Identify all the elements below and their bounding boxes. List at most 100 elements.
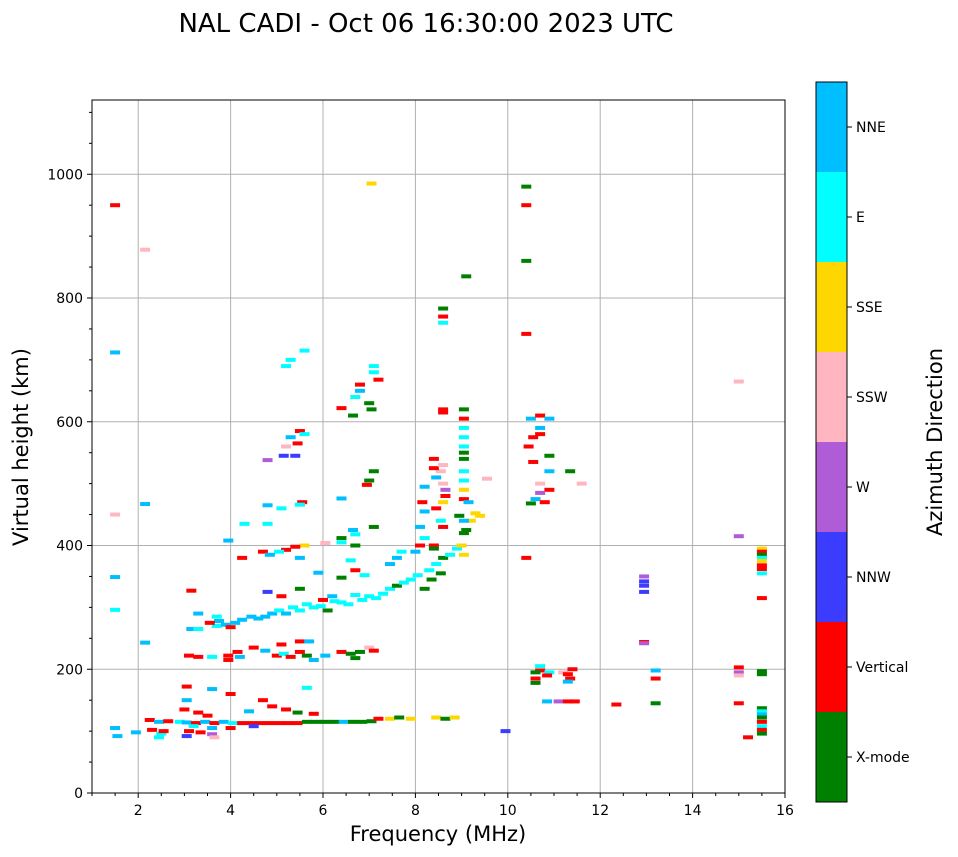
data-point <box>458 444 469 449</box>
x-axis-ticks: 2 4 6 8 10 12 14 16 <box>91 793 794 819</box>
data-point <box>179 707 190 712</box>
data-point <box>336 600 347 605</box>
data-point <box>223 653 234 658</box>
data-point <box>756 596 767 601</box>
data-point <box>458 497 469 502</box>
data-point <box>458 407 469 412</box>
data-point <box>260 648 271 653</box>
data-point <box>438 555 449 560</box>
data-point <box>384 562 395 567</box>
data-point <box>248 724 259 729</box>
data-point <box>350 395 361 399</box>
data-point <box>576 481 587 486</box>
data-point <box>535 490 546 495</box>
data-point <box>299 432 310 437</box>
colorbar-category-label: SSE <box>856 300 883 316</box>
data-point <box>218 719 229 724</box>
data-point <box>544 453 555 458</box>
data-point <box>475 513 486 518</box>
colorbar-segment <box>816 352 847 442</box>
data-point <box>756 571 767 576</box>
data-point <box>650 668 661 673</box>
data-point <box>465 518 476 523</box>
data-point <box>419 484 430 489</box>
data-point <box>569 699 580 704</box>
data-point <box>220 622 231 627</box>
colorbar-segment <box>816 172 847 262</box>
data-point <box>384 586 395 591</box>
data-point <box>756 563 767 568</box>
x-tick-label: 10 <box>499 803 517 819</box>
data-point <box>257 549 268 554</box>
data-point <box>227 721 238 726</box>
data-point <box>281 444 292 449</box>
data-point <box>756 709 767 714</box>
data-point <box>274 549 285 554</box>
plot-area-frame <box>91 99 786 794</box>
data-point <box>650 701 661 706</box>
data-point <box>357 719 368 724</box>
colorbar-category-label: E <box>856 210 865 226</box>
data-point <box>294 555 305 560</box>
data-point <box>110 512 121 517</box>
data-point <box>348 719 359 724</box>
data-point <box>368 648 379 653</box>
data-point <box>431 715 442 720</box>
data-point <box>301 719 312 724</box>
data-point <box>207 654 218 659</box>
data-point <box>290 453 301 458</box>
data-point <box>458 552 469 557</box>
data-point <box>290 544 301 549</box>
data-point <box>260 614 271 619</box>
data-point <box>639 579 650 584</box>
data-point <box>639 583 650 588</box>
data-point <box>350 568 361 573</box>
data-point <box>211 614 222 619</box>
data-point <box>440 716 451 721</box>
data-point <box>350 593 361 597</box>
data-point <box>428 466 439 471</box>
data-point <box>544 469 555 474</box>
data-point <box>262 521 273 526</box>
x-tick-label: 8 <box>411 803 420 819</box>
data-point <box>544 416 555 421</box>
data-point <box>294 429 305 434</box>
data-point <box>110 350 121 355</box>
colorbar-label: Azimuth Direction <box>923 348 947 536</box>
data-point <box>530 670 541 675</box>
data-point <box>350 543 361 548</box>
colorbar-category-label: NNE <box>856 120 886 136</box>
data-point <box>756 731 767 736</box>
data-point <box>297 500 308 505</box>
data-point <box>454 513 465 518</box>
data-point <box>181 698 192 703</box>
colorbar-segment <box>816 622 847 712</box>
data-point <box>364 594 375 599</box>
data-point <box>458 416 469 421</box>
data-point <box>435 571 446 576</box>
data-point <box>535 481 546 486</box>
data-point <box>544 670 555 675</box>
data-point <box>318 597 328 602</box>
grid-lines <box>92 100 785 793</box>
data-point <box>562 672 573 677</box>
data-point <box>359 573 370 578</box>
data-point <box>419 536 430 541</box>
data-point <box>756 669 767 674</box>
data-point <box>193 627 204 632</box>
colorbar-segment <box>816 712 847 802</box>
data-point <box>336 649 347 654</box>
data-point <box>184 729 195 734</box>
data-point <box>639 574 650 579</box>
data-point <box>530 497 541 502</box>
data-point <box>438 463 449 468</box>
y-tick-label: 0 <box>74 786 83 802</box>
colorbar: X-mode Vertical NNW W SSW SSE E NNE <box>816 82 910 802</box>
data-point <box>232 649 243 654</box>
x-tick-label: 6 <box>319 803 328 819</box>
data-point <box>262 503 273 508</box>
data-point <box>521 258 532 263</box>
data-point <box>350 532 361 537</box>
data-point <box>756 712 767 717</box>
data-point <box>419 509 430 514</box>
